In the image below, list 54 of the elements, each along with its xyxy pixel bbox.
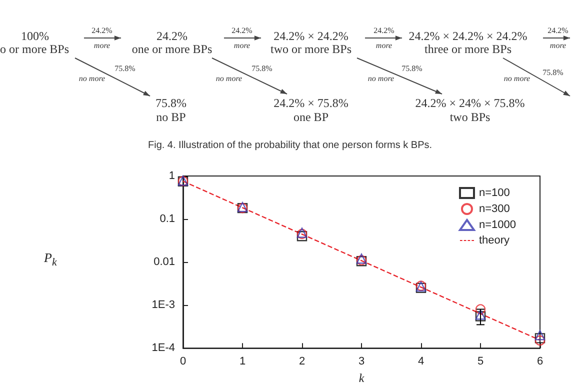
text: 100% bbox=[21, 29, 49, 43]
point bbox=[534, 333, 546, 344]
y-tick-label: 0.01 bbox=[154, 256, 175, 268]
x-tick-label: 0 bbox=[180, 356, 186, 368]
y-tick-label: 1E-4 bbox=[152, 342, 175, 354]
caption: Fig. 4. Illustration of the probability that one person forms k BPs. bbox=[148, 140, 432, 151]
y-tick-label: 1E-3 bbox=[152, 299, 175, 312]
text: no more bbox=[78, 74, 106, 83]
text: 24.2% bbox=[156, 29, 188, 43]
x-tick-label: 4 bbox=[418, 356, 424, 368]
x-tick-label: 6 bbox=[536, 356, 544, 368]
text: one BP bbox=[293, 110, 329, 124]
text: 24.2% bbox=[548, 26, 569, 35]
text: no more bbox=[504, 74, 531, 83]
x-tick-label: 1 bbox=[239, 356, 246, 368]
text: more bbox=[94, 41, 111, 50]
text: 24.2% bbox=[232, 26, 253, 35]
text: 75.8% bbox=[542, 68, 564, 77]
text: two or more BPs bbox=[270, 42, 352, 56]
y-tick-label: 1 bbox=[168, 170, 175, 182]
text: 75.8% bbox=[402, 64, 423, 73]
text: no more bbox=[368, 74, 395, 83]
legend-label: n=100 bbox=[478, 187, 510, 199]
text: no more bbox=[216, 74, 243, 83]
y-tick-label: 0.1 bbox=[160, 213, 175, 226]
text: two BPs bbox=[450, 110, 490, 124]
text: 24.2% × 24.2% bbox=[274, 29, 348, 43]
text: more bbox=[234, 41, 251, 50]
text: 24.2% × 75.8% bbox=[274, 96, 348, 110]
x-tick-label: 5 bbox=[477, 356, 484, 368]
x-tick-label: 2 bbox=[298, 356, 306, 368]
x-tick-label: 3 bbox=[358, 356, 365, 368]
point bbox=[475, 304, 486, 314]
text: 24.2% bbox=[92, 26, 113, 35]
y-axis-title: P$_{k}$ bbox=[44, 250, 57, 269]
text: 24.2% × 24% × 75.8% bbox=[415, 96, 525, 110]
legend-label: n=1000 bbox=[478, 219, 516, 231]
text: one or more BPs bbox=[132, 42, 212, 56]
text: 24.2% bbox=[374, 26, 395, 35]
text: o or more BPs bbox=[0, 42, 70, 56]
point bbox=[534, 335, 546, 346]
point bbox=[296, 231, 308, 242]
text: more bbox=[550, 41, 567, 50]
text: 75.8% bbox=[114, 64, 136, 73]
text: no BP bbox=[156, 110, 186, 124]
legend-label: theory bbox=[478, 234, 510, 246]
legend-label: n=300 bbox=[478, 203, 510, 215]
text: three or more BPs bbox=[424, 42, 512, 56]
x-axis-title: k bbox=[358, 371, 365, 385]
point bbox=[534, 330, 546, 340]
text: more bbox=[376, 41, 393, 50]
text: 75.8% bbox=[252, 64, 273, 73]
text: 24.2% × 24.2% × 24.2% bbox=[408, 29, 528, 43]
text: 75.8% bbox=[156, 96, 186, 110]
